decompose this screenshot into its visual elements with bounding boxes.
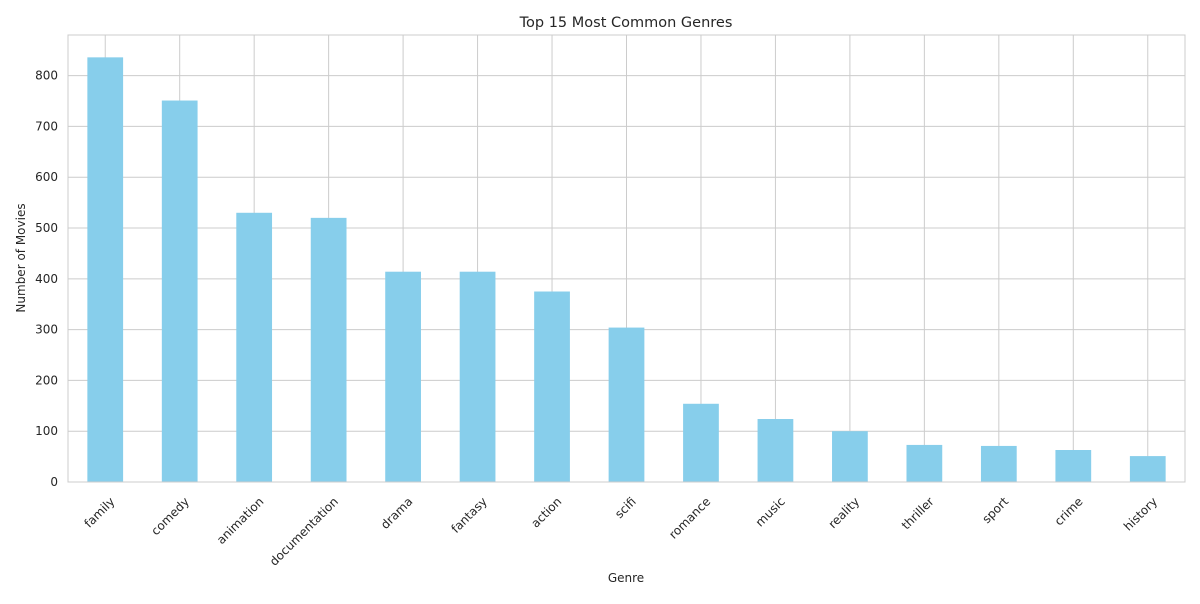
y-tick-label: 500 (35, 221, 58, 235)
bar-documentation (310, 217, 347, 482)
x-tick-label: family (81, 494, 117, 530)
y-tick-labels: 0 100 200 300 400 500 600 700 800 (35, 69, 58, 489)
x-tick-label: scifi (612, 494, 639, 521)
bars (87, 57, 1166, 483)
bar-scifi (608, 327, 645, 482)
x-tick-label: fantasy (448, 494, 489, 535)
x-tick-label: reality (826, 494, 863, 531)
y-tick-label: 700 (35, 119, 58, 133)
x-tick-label: music (753, 494, 788, 529)
bar-crime (1055, 449, 1092, 482)
y-tick-label: 0 (50, 475, 58, 489)
y-tick-label: 300 (35, 323, 58, 337)
x-tick-label: documentation (267, 494, 341, 568)
chart-title: Top 15 Most Common Genres (519, 15, 733, 31)
x-axis-label: Genre (608, 571, 644, 585)
x-tick-label: drama (378, 494, 415, 531)
bar-drama (385, 271, 421, 482)
bar-family (87, 57, 124, 482)
bar-fantasy (459, 271, 496, 482)
x-tick-label: comedy (148, 494, 192, 538)
bar-history (1129, 456, 1166, 482)
x-tick-label: action (528, 494, 564, 530)
y-tick-label: 200 (35, 373, 58, 387)
x-tick-label: history (1121, 494, 1160, 533)
x-tick-labels: family comedy animation documentation drama f… (81, 494, 1160, 568)
bar-thriller (906, 444, 943, 482)
bar-music (757, 419, 794, 482)
bar-romance (683, 403, 719, 482)
y-tick-label: 600 (35, 170, 58, 184)
bar-comedy (161, 100, 198, 483)
y-axis-label: Number of Movies (14, 203, 28, 312)
bar-animation (236, 212, 273, 482)
y-tick-label: 800 (35, 69, 58, 83)
plot-frame (67, 34, 1186, 483)
bar-action (534, 291, 570, 482)
y-tick-label: 400 (35, 272, 58, 286)
y-tick-label: 100 (35, 424, 58, 438)
x-tick-label: sport (979, 494, 1011, 526)
bar-reality (832, 431, 868, 482)
x-tick-label: thriller (899, 494, 937, 532)
x-tick-label: animation (214, 494, 267, 547)
x-tick-label: crime (1052, 494, 1086, 528)
x-tick-label: romance (666, 494, 713, 541)
bar-sport (980, 445, 1017, 482)
